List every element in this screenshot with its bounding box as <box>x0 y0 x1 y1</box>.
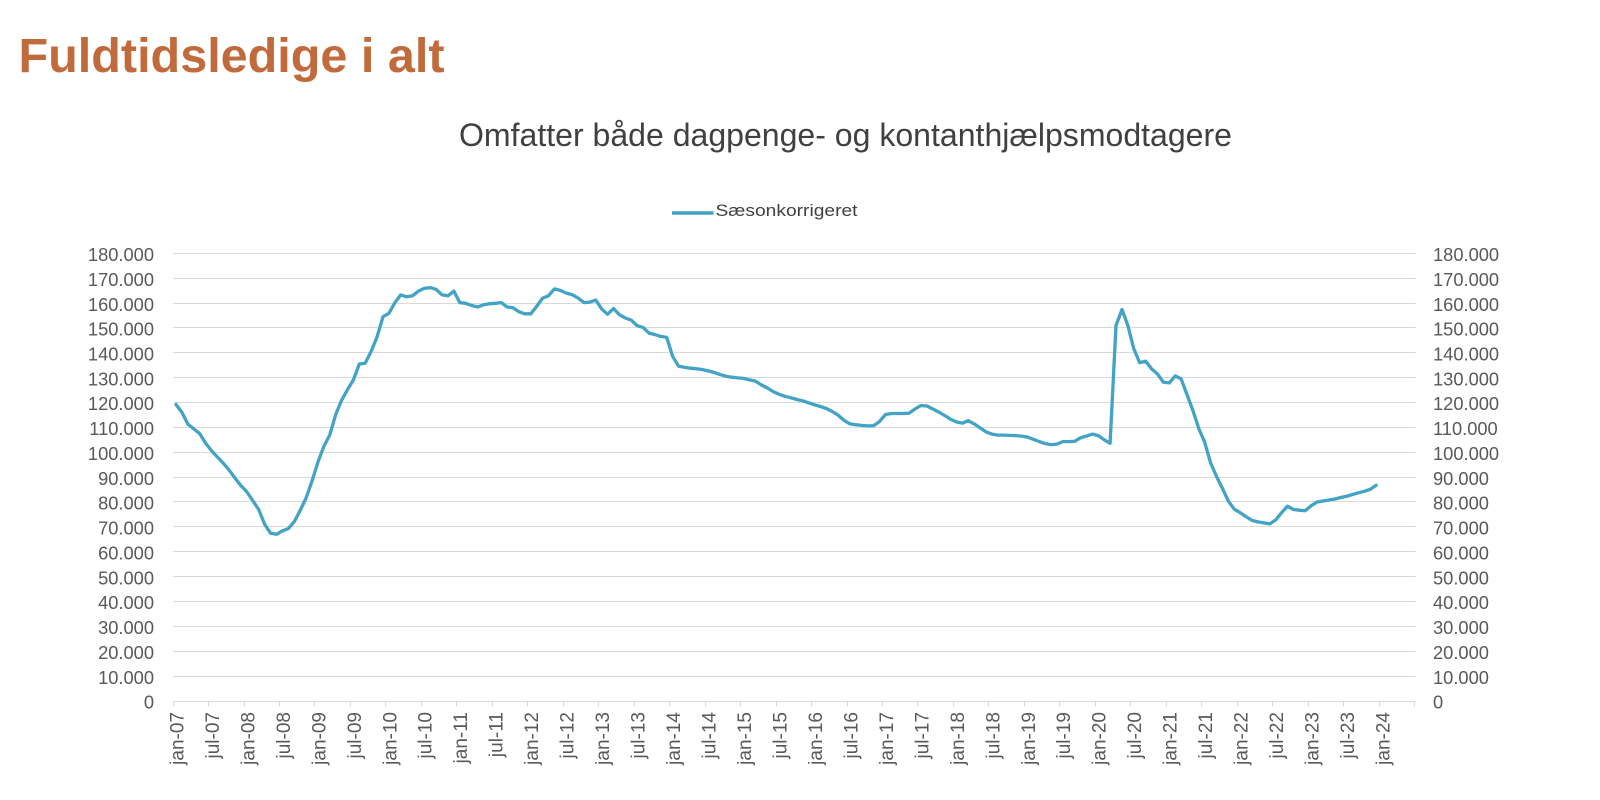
svg-text:40.000: 40.000 <box>1433 592 1489 613</box>
svg-text:10.000: 10.000 <box>1433 667 1489 688</box>
svg-text:20.000: 20.000 <box>1433 642 1489 663</box>
svg-text:70.000: 70.000 <box>1433 518 1489 539</box>
svg-text:130.000: 130.000 <box>1433 368 1499 389</box>
svg-text:Fuldtidsledige i alt: Fuldtidsledige i alt <box>19 30 445 83</box>
svg-text:40.000: 40.000 <box>98 592 154 613</box>
svg-text:jan-18: jan-18 <box>948 712 969 766</box>
svg-text:170.000: 170.000 <box>1433 269 1499 290</box>
svg-text:120.000: 120.000 <box>1433 393 1499 414</box>
svg-text:jul-16: jul-16 <box>841 712 862 759</box>
svg-text:jan-14: jan-14 <box>664 712 685 766</box>
svg-text:140.000: 140.000 <box>1433 344 1499 365</box>
svg-text:jan-24: jan-24 <box>1374 712 1395 766</box>
svg-text:150.000: 150.000 <box>88 319 154 340</box>
svg-text:80.000: 80.000 <box>98 493 154 514</box>
svg-text:110.000: 110.000 <box>1433 418 1498 439</box>
svg-text:Sæsonkorrigeret: Sæsonkorrigeret <box>716 201 858 220</box>
svg-text:jul-15: jul-15 <box>771 712 792 759</box>
svg-text:90.000: 90.000 <box>1433 468 1489 489</box>
svg-text:jul-19: jul-19 <box>1054 712 1075 759</box>
svg-text:jul-20: jul-20 <box>1125 712 1146 759</box>
svg-text:jan-17: jan-17 <box>877 712 898 766</box>
svg-text:jul-07: jul-07 <box>203 712 224 759</box>
svg-text:jan-07: jan-07 <box>167 712 188 766</box>
svg-text:140.000: 140.000 <box>88 344 154 365</box>
svg-text:160.000: 160.000 <box>1433 294 1499 315</box>
svg-text:10.000: 10.000 <box>98 667 154 688</box>
svg-text:20.000: 20.000 <box>98 642 154 663</box>
svg-text:jan-21: jan-21 <box>1161 712 1182 766</box>
svg-text:jul-21: jul-21 <box>1196 712 1217 759</box>
svg-text:110.000: 110.000 <box>89 418 154 439</box>
svg-text:150.000: 150.000 <box>1433 319 1499 340</box>
svg-text:0: 0 <box>1433 692 1443 713</box>
svg-text:Omfatter både dagpenge- og kon: Omfatter både dagpenge- og kontanthjælps… <box>459 117 1232 153</box>
svg-text:jan-09: jan-09 <box>309 712 330 766</box>
svg-text:80.000: 80.000 <box>1433 493 1489 514</box>
svg-text:90.000: 90.000 <box>98 468 154 489</box>
svg-text:jul-17: jul-17 <box>912 712 933 759</box>
svg-text:160.000: 160.000 <box>88 294 154 315</box>
svg-text:jan-10: jan-10 <box>380 712 401 766</box>
svg-text:60.000: 60.000 <box>98 542 154 563</box>
svg-text:jan-08: jan-08 <box>238 712 259 766</box>
svg-text:jan-13: jan-13 <box>593 712 614 766</box>
svg-text:jul-09: jul-09 <box>345 712 366 759</box>
svg-text:100.000: 100.000 <box>1433 443 1499 464</box>
svg-text:jul-12: jul-12 <box>558 712 579 759</box>
svg-text:120.000: 120.000 <box>88 393 154 414</box>
svg-text:130.000: 130.000 <box>88 368 154 389</box>
svg-text:jul-10: jul-10 <box>416 712 437 759</box>
svg-text:180.000: 180.000 <box>88 244 154 265</box>
svg-text:jul-23: jul-23 <box>1338 712 1359 759</box>
svg-text:jul-13: jul-13 <box>629 712 650 759</box>
svg-text:70.000: 70.000 <box>98 518 154 539</box>
svg-text:jul-11: jul-11 <box>487 712 508 758</box>
svg-text:jul-08: jul-08 <box>274 712 295 759</box>
svg-text:jan-11: jan-11 <box>451 712 472 764</box>
svg-text:100.000: 100.000 <box>88 443 154 464</box>
svg-text:jan-15: jan-15 <box>735 712 756 766</box>
svg-text:jan-12: jan-12 <box>522 712 543 766</box>
svg-text:50.000: 50.000 <box>1433 567 1489 588</box>
svg-text:50.000: 50.000 <box>98 567 154 588</box>
svg-text:0: 0 <box>144 692 154 713</box>
svg-text:jul-18: jul-18 <box>983 712 1004 759</box>
svg-text:30.000: 30.000 <box>98 617 154 638</box>
svg-text:jul-22: jul-22 <box>1267 712 1288 759</box>
svg-text:30.000: 30.000 <box>1433 617 1489 638</box>
svg-text:jan-19: jan-19 <box>1019 712 1040 766</box>
svg-text:jan-22: jan-22 <box>1232 712 1253 766</box>
svg-text:jan-23: jan-23 <box>1303 712 1324 766</box>
svg-text:jan-20: jan-20 <box>1090 712 1111 766</box>
svg-text:180.000: 180.000 <box>1433 244 1499 265</box>
svg-text:60.000: 60.000 <box>1433 542 1489 563</box>
svg-text:jan-16: jan-16 <box>806 712 827 766</box>
svg-text:170.000: 170.000 <box>88 269 154 290</box>
svg-text:jul-14: jul-14 <box>700 712 721 760</box>
